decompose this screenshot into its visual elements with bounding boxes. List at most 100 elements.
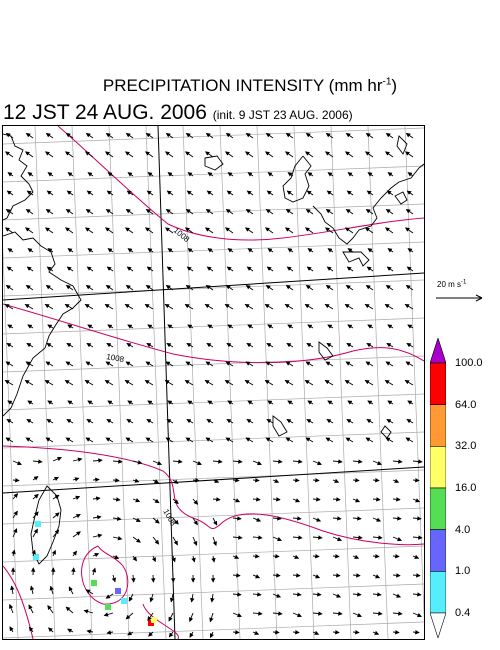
wind-arrow <box>272 536 282 542</box>
wind-arrow <box>212 517 218 526</box>
wind-arrow <box>272 553 280 559</box>
wind-arrow <box>224 227 234 234</box>
wind-arrow <box>165 361 174 367</box>
wind-arrow <box>284 304 294 310</box>
wind-vectors <box>4 132 423 639</box>
wind-arrow <box>244 380 254 386</box>
wind-arrow <box>147 612 154 622</box>
wind-arrow <box>372 574 381 579</box>
wind-arrow <box>26 419 34 424</box>
wind-arrow <box>324 380 334 386</box>
wind-arrow <box>367 324 374 329</box>
title-text: PRECIPITATION INTENSITY (mm hr <box>102 76 383 95</box>
wind-arrow <box>292 535 303 540</box>
coastline <box>342 251 370 267</box>
wind-arrow <box>144 304 154 310</box>
wind-arrow <box>404 304 414 310</box>
meridian-line <box>367 126 389 639</box>
wind-arrow <box>127 172 134 177</box>
wind-arrow <box>125 437 134 443</box>
wind-arrow <box>107 248 114 253</box>
wind-arrow <box>192 460 202 466</box>
wind-arrow <box>172 517 179 525</box>
wind-arrow <box>124 151 134 158</box>
wind-arrow <box>86 419 94 424</box>
wind-arrow <box>65 361 74 367</box>
wind-arrow <box>387 172 394 177</box>
wind-arrow <box>232 554 240 559</box>
wind-arrow <box>24 227 34 234</box>
wind-arrow <box>407 248 414 253</box>
meridian-line <box>71 126 93 639</box>
wind-arrow <box>147 400 154 405</box>
wind-arrow <box>232 477 240 483</box>
wind-arrow <box>365 284 374 291</box>
wind-arrow <box>45 132 54 139</box>
wind-arrow <box>46 190 54 196</box>
wind-arrow <box>287 248 294 253</box>
wind-arrow <box>265 437 274 443</box>
wind-arrow <box>287 172 294 177</box>
wind-arrow <box>24 380 34 386</box>
isobar-contours <box>3 126 424 639</box>
wind-arrow <box>252 611 263 616</box>
wind-arrow <box>245 437 254 443</box>
isobar-line <box>3 565 34 639</box>
wind-arrow <box>185 208 194 215</box>
wind-arrow <box>112 497 121 502</box>
wind-arrow <box>67 400 74 405</box>
wind-arrow <box>392 516 402 521</box>
wind-arrow <box>66 419 74 424</box>
wind-arrow <box>206 266 214 272</box>
wind-arrow <box>104 151 114 158</box>
wind-arrow <box>386 343 394 348</box>
wind-arrow <box>72 513 81 519</box>
wind-arrow <box>47 248 54 253</box>
wind-arrow <box>209 631 215 639</box>
wind-arrow <box>172 459 183 464</box>
colorbar-label: 32.0 <box>455 440 477 453</box>
wind-arrow <box>27 172 34 177</box>
wind-arrow <box>245 361 254 367</box>
wind-arrow <box>292 516 302 521</box>
reference-vector-arrow <box>436 294 483 302</box>
wind-arrow <box>165 284 174 291</box>
wind-arrow <box>7 248 14 253</box>
reference-vector-label: 20 m s-1 <box>437 279 466 289</box>
wind-arrow <box>412 498 421 503</box>
wind-arrow <box>272 459 283 464</box>
wind-arrow <box>25 208 34 215</box>
wind-arrow <box>285 361 294 367</box>
wind-arrow <box>384 380 394 386</box>
wind-arrow <box>92 553 100 558</box>
wind-arrow <box>47 604 54 614</box>
precip-cell <box>151 617 157 623</box>
wind-arrow <box>312 574 321 579</box>
wind-arrow <box>12 528 18 538</box>
wind-arrow <box>405 132 414 139</box>
wind-arrow <box>52 512 60 519</box>
wind-arrow <box>46 419 54 424</box>
wind-arrow <box>412 573 421 578</box>
wind-arrow <box>92 496 101 501</box>
wind-arrow <box>64 380 74 386</box>
isobar-line <box>3 303 424 364</box>
wind-arrow <box>387 400 394 405</box>
wind-arrow <box>85 284 94 291</box>
wind-arrow <box>132 536 141 543</box>
wind-arrow <box>405 361 414 367</box>
wind-arrow <box>66 266 74 272</box>
wind-arrow <box>385 132 394 139</box>
wind-arrow <box>252 553 260 559</box>
wind-arrow <box>345 132 354 139</box>
wind-arrow <box>45 437 54 443</box>
wind-arrow <box>372 535 383 540</box>
wind-arrow <box>305 208 314 215</box>
wind-arrow <box>292 477 300 483</box>
wind-arrow <box>4 380 14 386</box>
wind-arrow <box>106 190 114 196</box>
wind-arrow <box>4 304 14 310</box>
wind-arrow <box>365 132 374 139</box>
wind-arrow <box>306 190 314 196</box>
